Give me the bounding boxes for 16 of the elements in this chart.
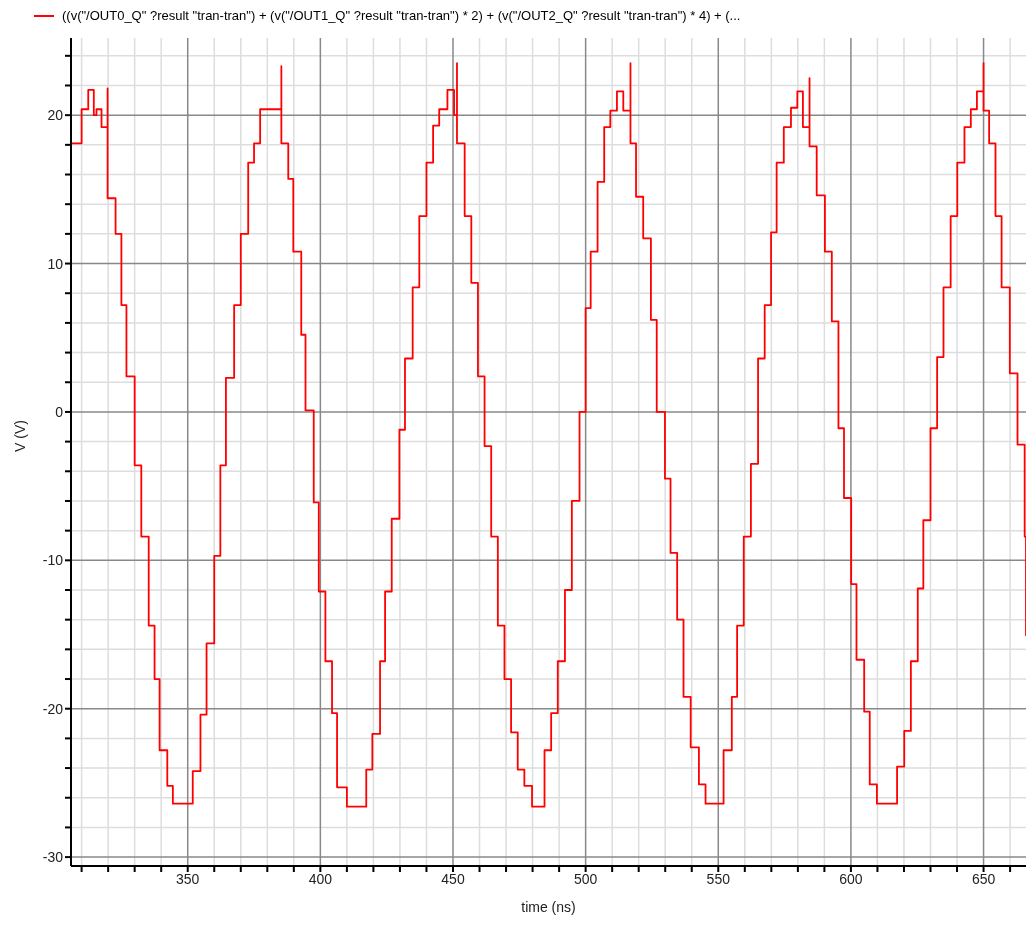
x-tick-label: 600	[839, 870, 863, 887]
legend-label: ((v("/OUT0_Q" ?result "tran-tran") + (v("/OUT1_Q" ?result "tran-tran") * 2) + (v("/OUT2_Q" ?result "tran-tran") * 4) + (...	[62, 8, 741, 23]
y-tick-label: -20	[42, 700, 64, 717]
y-axis-title: V (V)	[11, 420, 28, 452]
x-tick-label: 500	[573, 870, 598, 887]
x-axis-title: time (ns)	[521, 899, 576, 915]
x-tick-label: 550	[706, 870, 731, 887]
x-tick-label: 650	[971, 870, 996, 887]
x-tick-label: 450	[441, 870, 465, 887]
y-tick-label: 0	[55, 403, 64, 420]
x-tick-label: 400	[308, 870, 333, 887]
y-tick-label: -30	[42, 849, 64, 866]
y-tick-label: 20	[47, 107, 64, 124]
x-tick-label: 350	[176, 870, 200, 887]
y-tick-label: 10	[47, 255, 64, 272]
y-tick-label: -10	[42, 552, 64, 569]
